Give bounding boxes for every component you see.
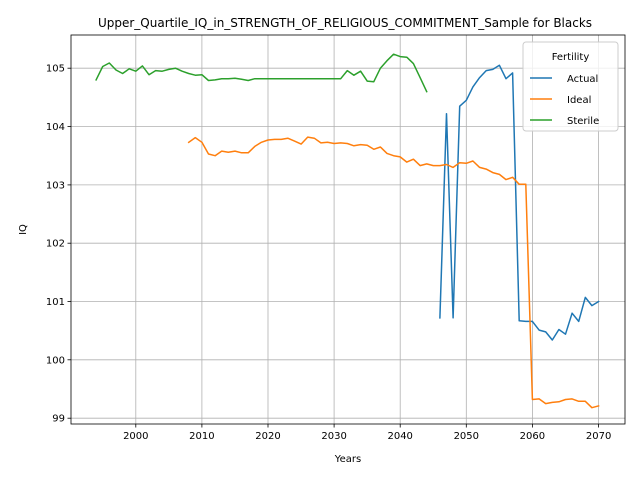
x-tick-label: 2050: [454, 431, 479, 442]
series-line-ideal: [187, 136, 600, 409]
series-line-actual: [439, 64, 600, 341]
y-tick-label: 103: [46, 180, 65, 191]
series-line-sterile: [95, 53, 428, 93]
x-tick-label: 2010: [189, 431, 214, 442]
y-tick-label: 102: [46, 239, 65, 250]
y-tick-label: 104: [46, 122, 65, 133]
y-tick-label: 105: [46, 64, 65, 75]
x-tick-label: 2000: [123, 431, 148, 442]
legend-box: [522, 41, 619, 132]
x-tick-label: 2070: [586, 431, 611, 442]
legend-title: Fertility: [552, 52, 590, 63]
x-tick-label: 2020: [255, 431, 280, 442]
x-tick-label: 2030: [321, 431, 346, 442]
legend-label-ideal: Ideal: [567, 95, 591, 106]
legend-label-sterile: Sterile: [567, 116, 599, 127]
y-tick-label: 99: [52, 414, 65, 425]
x-tick-label: 2040: [387, 431, 412, 442]
y-axis: 99 100 101 102 103 104 105: [46, 64, 71, 425]
x-tick-label: 2060: [520, 431, 545, 442]
legend-label-actual: Actual: [567, 74, 598, 85]
x-axis: 2000 2010 2020 2030 2040 2050 2060 2070: [123, 424, 611, 442]
y-axis-label: IQ: [18, 224, 29, 235]
x-axis-label: Years: [334, 454, 361, 465]
legend: Fertility Actual Ideal Sterile: [522, 41, 619, 132]
y-tick-label: 101: [46, 297, 65, 308]
series-layer: [95, 53, 600, 409]
chart-title: Upper_Quartile_IQ_in_STRENGTH_OF_RELIGIO…: [98, 16, 592, 30]
plot-area-frame: [70, 34, 626, 425]
y-tick-label: 100: [46, 355, 65, 366]
